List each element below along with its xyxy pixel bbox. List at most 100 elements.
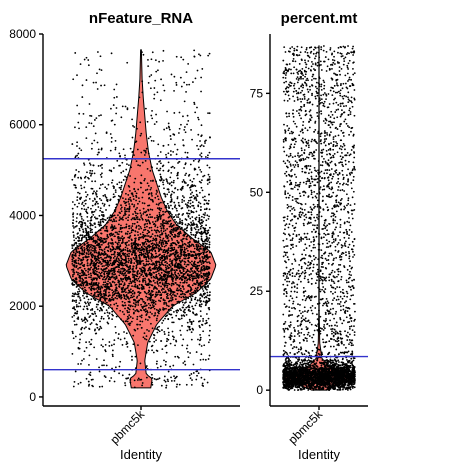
- data-point: [169, 176, 172, 179]
- data-point: [206, 183, 209, 185]
- data-point: [146, 232, 149, 235]
- data-point: [104, 238, 106, 241]
- data-point: [169, 219, 172, 222]
- data-point: [190, 263, 193, 266]
- data-point: [162, 269, 165, 272]
- data-point: [133, 298, 136, 301]
- data-point: [184, 277, 187, 280]
- data-point: [146, 222, 149, 225]
- data-point: [129, 196, 132, 199]
- data-point: [171, 246, 173, 249]
- data-point: [304, 61, 307, 64]
- data-point: [71, 330, 74, 333]
- data-point: [153, 271, 156, 274]
- data-point: [169, 135, 172, 137]
- data-point: [206, 294, 209, 297]
- data-point: [198, 320, 200, 323]
- data-point: [191, 191, 194, 194]
- data-point: [114, 191, 117, 194]
- data-point: [129, 147, 132, 150]
- data-point: [166, 180, 168, 183]
- data-point: [148, 279, 151, 282]
- data-point: [113, 303, 116, 306]
- data-point: [147, 219, 150, 221]
- data-point: [203, 208, 206, 211]
- data-point: [171, 190, 174, 193]
- data-point: [134, 230, 137, 233]
- data-point: [151, 117, 154, 120]
- data-point: [85, 289, 87, 292]
- data-point: [113, 88, 116, 91]
- data-point: [145, 313, 148, 315]
- data-point: [108, 286, 110, 289]
- data-point: [87, 176, 89, 179]
- data-point: [190, 129, 192, 131]
- data-point: [208, 234, 211, 237]
- data-point: [150, 373, 153, 376]
- data-point: [72, 219, 75, 222]
- data-point: [117, 292, 120, 295]
- data-point: [120, 184, 123, 187]
- data-point: [131, 317, 134, 320]
- data-point: [206, 202, 209, 205]
- data-point: [144, 281, 147, 283]
- data-point: [101, 364, 104, 367]
- data-point: [100, 294, 102, 297]
- data-point: [167, 338, 170, 341]
- data-point: [72, 251, 75, 254]
- data-point: [182, 234, 185, 237]
- data-point: [149, 169, 152, 172]
- data-point: [124, 198, 127, 201]
- data-point: [73, 203, 76, 206]
- data-point: [123, 253, 125, 256]
- data-point: [87, 231, 90, 233]
- data-point: [132, 198, 135, 201]
- data-point: [169, 258, 172, 261]
- data-point: [199, 310, 202, 313]
- data-point: [192, 372, 195, 374]
- data-point: [80, 269, 83, 272]
- data-point: [188, 374, 191, 377]
- data-point: [208, 250, 211, 253]
- data-point: [120, 210, 123, 213]
- data-point: [202, 277, 205, 279]
- data-point: [123, 262, 126, 265]
- data-point: [184, 151, 187, 154]
- data-point: [208, 237, 211, 240]
- data-point: [101, 172, 103, 175]
- data-point: [117, 261, 120, 264]
- data-point: [170, 237, 173, 240]
- data-point: [77, 295, 80, 298]
- data-point: [94, 273, 97, 275]
- data-point: [149, 222, 151, 225]
- data-point: [164, 211, 167, 213]
- data-point: [170, 297, 172, 299]
- data-point: [196, 224, 199, 227]
- data-point: [167, 143, 170, 146]
- data-point: [145, 365, 148, 367]
- data-point: [104, 270, 107, 273]
- data-point: [104, 194, 106, 196]
- data-point: [139, 260, 142, 262]
- data-point: [154, 59, 157, 62]
- data-point: [85, 277, 88, 279]
- data-point: [87, 298, 90, 301]
- data-point: [176, 300, 179, 303]
- data-point: [96, 234, 99, 237]
- data-point: [107, 183, 110, 186]
- data-point: [351, 196, 354, 199]
- data-point: [207, 317, 210, 320]
- data-point: [143, 229, 145, 231]
- data-point: [163, 256, 166, 259]
- data-point: [112, 243, 114, 245]
- data-point: [190, 251, 193, 253]
- data-point: [149, 87, 152, 90]
- data-point: [142, 234, 145, 237]
- data-point: [191, 379, 193, 381]
- data-point: [79, 305, 82, 308]
- data-point: [204, 358, 207, 361]
- data-point: [78, 280, 81, 282]
- data-point: [153, 246, 156, 249]
- data-point: [193, 49, 196, 52]
